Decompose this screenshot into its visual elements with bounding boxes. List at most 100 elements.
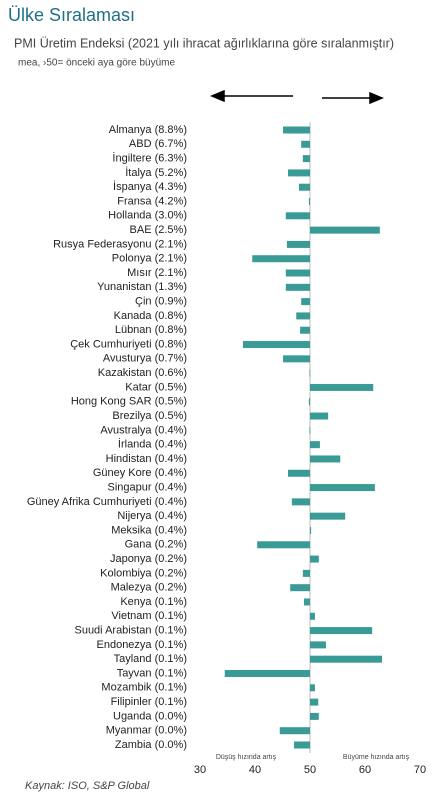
bar [310,555,319,563]
bar [310,455,341,463]
bar [242,341,310,349]
y-tick-label: Polonya (2.1%) [112,253,187,265]
bar [303,598,310,606]
y-tick-label: Gana (0.2%) [125,539,187,551]
bar [288,469,310,477]
bar [302,569,310,577]
y-tick-label: Almanya (8.8%) [109,124,187,136]
bar [283,126,310,134]
y-tick-label: Rusya Federasyonu (2.1%) [53,238,187,250]
y-tick-label: İngiltere (6.3%) [112,152,187,165]
bar [310,684,315,692]
bar [310,655,383,663]
bar [310,441,320,449]
bar [285,212,310,220]
bar [285,283,310,291]
x-tick-label: 60 [359,764,371,776]
y-tick-label: Hong Kong SAR (0.5%) [71,396,187,408]
bar [290,584,310,592]
bar [279,727,310,735]
y-tick-label: Vietnam (0.1%) [111,610,187,622]
y-tick-label: Brezilya (0.5%) [112,410,187,422]
y-tick-label: Singapur (0.4%) [108,481,188,493]
y-tick-label: Endonezya (0.1%) [97,639,188,651]
bar [283,355,310,363]
bar [310,526,312,534]
y-tick-label: Güney Kore (0.4%) [93,467,187,479]
y-tick-label: Japonya (0.2%) [110,553,187,565]
bar [310,698,319,706]
y-tick-label: Uganda (0.0%) [113,710,187,722]
bar [309,369,311,377]
bar [252,255,310,263]
y-tick-label: Tayvan (0.1%) [117,667,187,679]
chart-note: mea, ›50= önceki aya göre büyüme [18,58,175,69]
y-tick-label: Kolombiya (0.2%) [100,567,187,579]
y-tick-label: Suudi Arabistan (0.1%) [74,624,187,636]
bar [294,741,310,749]
y-tick-label: Lübnan (0.8%) [115,324,187,336]
bar [257,541,310,549]
bar [310,612,315,620]
bar [310,383,374,391]
y-tick-label: Mısır (2.1%) [127,267,187,279]
bar [285,269,310,277]
y-tick-label: Çin (0.9%) [135,296,187,308]
y-tick-label: ABD (6.7%) [129,138,187,150]
source: Kaynak: ISO, S&P Global [25,780,150,792]
x-label-left: Düşüş hızında artış [216,754,277,761]
y-tick-label: Katar (0.5%) [125,381,187,393]
y-tick-label: Kenya (0.1%) [120,596,187,608]
y-tick-label: Kanada (0.8%) [114,310,187,322]
y-tick-label: Tayland (0.1%) [114,653,187,665]
y-tick-label: Çek Cumhuriyeti (0.8%) [70,338,187,350]
bar [310,226,380,234]
y-tick-label: Fransa (4.2%) [117,195,187,207]
bar [310,712,319,720]
chart-subtitle: PMI Üretim Endeksi (2021 yılı ihracat ağ… [14,36,394,50]
bar [310,484,375,492]
y-tick-label: Avustralya (0.4%) [100,424,187,436]
x-tick-label: 30 [194,764,206,776]
y-tick-label: Kazakistan (0.6%) [98,367,187,379]
x-tick-label: 50 [304,764,316,776]
y-tick-label: Hollanda (3.0%) [108,210,187,222]
y-tick-label: Myanmar (0.0%) [106,725,187,737]
bar [308,198,310,206]
bar [308,398,310,406]
bar [286,240,310,248]
y-tick-label: Meksika (0.4%) [111,524,187,536]
y-tick-label: Avusturya (0.7%) [103,353,187,365]
y-tick-label: Hindistan (0.4%) [106,453,187,465]
y-tick-label: Mozambik (0.1%) [101,682,187,694]
bar [300,326,310,334]
bar [309,426,311,434]
y-tick-label: İrlanda (0.4%) [118,438,187,451]
y-tick-label: Nijerya (0.4%) [117,510,187,522]
bar [302,155,310,163]
y-tick-label: Malezya (0.2%) [111,582,187,594]
y-tick-label: İspanya (4.3%) [113,180,187,193]
y-tick-label: Yunanistan (1.3%) [97,281,187,293]
chart-title: Ülke Sıralaması [8,5,135,25]
y-tick-label: Zambia (0.0%) [115,739,187,751]
x-label-right: Büyüme hızında artış [343,754,410,761]
bar [291,498,310,506]
bar [296,312,310,320]
bar [310,627,373,635]
bar [310,641,326,649]
bar [224,669,310,677]
bar [310,412,329,420]
bar [299,183,310,191]
y-tick-label: Güney Afrika Cumhuriyeti (0.4%) [27,496,187,508]
bar [301,140,310,148]
y-tick-label: BAE (2.5%) [130,224,187,236]
y-tick-label: İtalya (5.2%) [125,166,187,179]
bar [301,298,310,306]
bar [310,512,346,520]
y-tick-label: Filipinler (0.1%) [111,696,187,708]
x-tick-label: 70 [414,764,426,776]
bar [288,169,310,177]
x-tick-label: 40 [249,764,261,776]
